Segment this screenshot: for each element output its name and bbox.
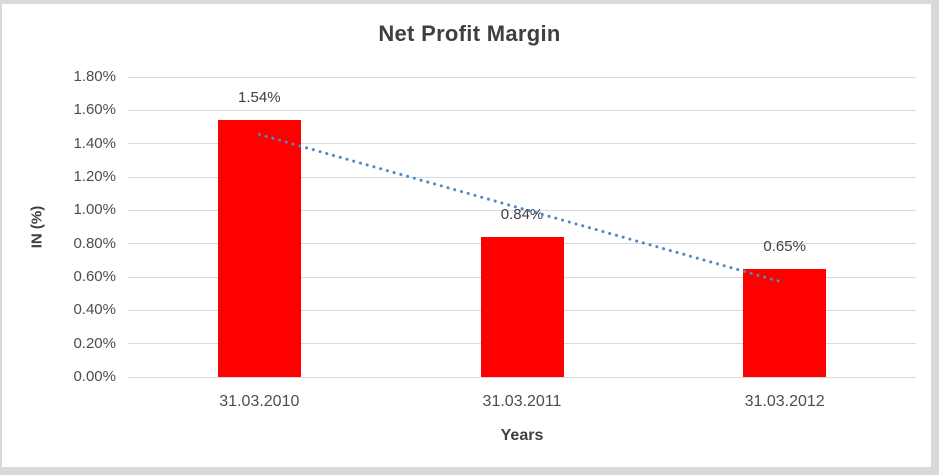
chart-title: Net Profit Margin xyxy=(378,21,561,46)
gridline xyxy=(128,109,916,111)
gridline xyxy=(128,76,916,78)
x-axis-title: Years xyxy=(500,427,544,444)
y-tick-label: 1.20% xyxy=(73,168,116,185)
x-tick-label: 31.03.2012 xyxy=(744,393,825,410)
bar xyxy=(217,120,301,377)
gridline xyxy=(128,376,916,378)
data-label: 0.65% xyxy=(763,237,806,255)
x-tick-label: 31.03.2010 xyxy=(219,393,300,410)
y-tick-label: 0.40% xyxy=(73,301,116,319)
y-tick-label: 1.60% xyxy=(73,101,116,119)
y-tick-label: 1.40% xyxy=(73,134,116,152)
y-tick-label: 1.80% xyxy=(73,68,116,85)
bar xyxy=(743,268,827,377)
bar xyxy=(480,237,564,377)
y-tick-label: 0.00% xyxy=(73,368,116,385)
data-label: 0.84% xyxy=(500,206,544,223)
y-tick-label: 0.80% xyxy=(73,234,116,252)
y-tick-label: 0.60% xyxy=(73,268,116,285)
y-tick-label: 1.00% xyxy=(73,201,116,219)
y-tick-label: 0.20% xyxy=(73,334,116,352)
data-label: 1.54% xyxy=(238,89,281,107)
x-tick-label: 31.03.2011 xyxy=(482,393,562,410)
